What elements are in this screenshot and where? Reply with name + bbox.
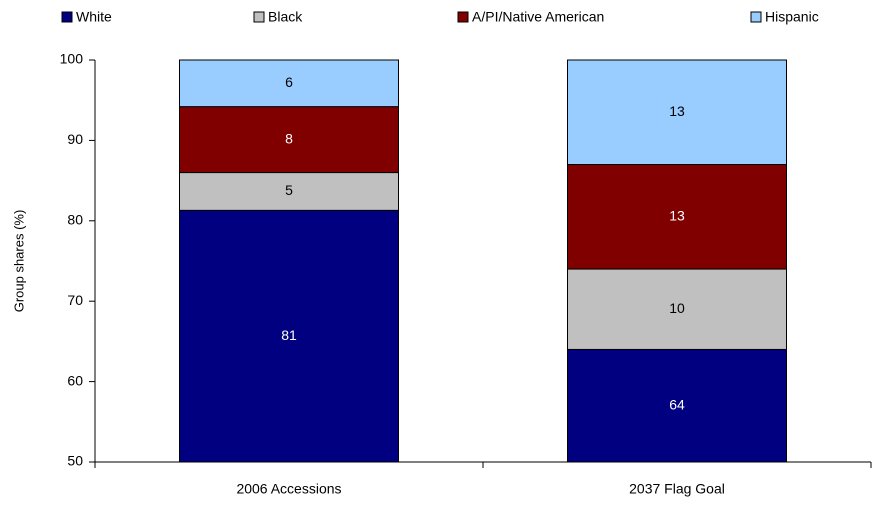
bar-segment: [179, 209, 399, 463]
legend-swatch: [750, 11, 762, 23]
y-tick-label: 80: [67, 212, 83, 228]
y-tick-label: 90: [67, 131, 83, 147]
legend-label: Hispanic: [765, 9, 819, 25]
legend-swatch: [457, 11, 469, 23]
bar-segment: [567, 268, 787, 350]
y-tick-label: 70: [67, 292, 83, 308]
legend-label: Black: [268, 9, 303, 25]
bar-segment: [567, 59, 787, 166]
data-label: 6: [285, 74, 293, 90]
y-tick-label: 60: [67, 372, 83, 388]
bar-segment: [567, 348, 787, 463]
bar-segment: [179, 172, 399, 211]
data-label: 5: [285, 182, 293, 198]
y-tick-label: 50: [67, 453, 83, 469]
x-tick-label: 2037 Flag Goal: [629, 481, 725, 497]
legend-label: A/PI/Native American: [472, 9, 604, 25]
data-label: 81: [281, 327, 297, 343]
data-label: 13: [669, 207, 685, 223]
legend-swatch: [61, 11, 73, 23]
data-label: 10: [669, 300, 685, 316]
y-axis-label: Group shares (%): [11, 210, 26, 313]
data-label: 13: [669, 103, 685, 119]
legend-label: White: [76, 9, 112, 25]
bar-segment: [179, 59, 399, 108]
data-label: 64: [669, 396, 685, 412]
legend-swatch: [253, 11, 265, 23]
y-tick-label: 100: [60, 51, 84, 67]
data-label: 8: [285, 130, 293, 146]
bar-segment: [179, 106, 399, 174]
x-tick-label: 2006 Accessions: [236, 481, 341, 497]
bar-segment: [567, 164, 787, 270]
